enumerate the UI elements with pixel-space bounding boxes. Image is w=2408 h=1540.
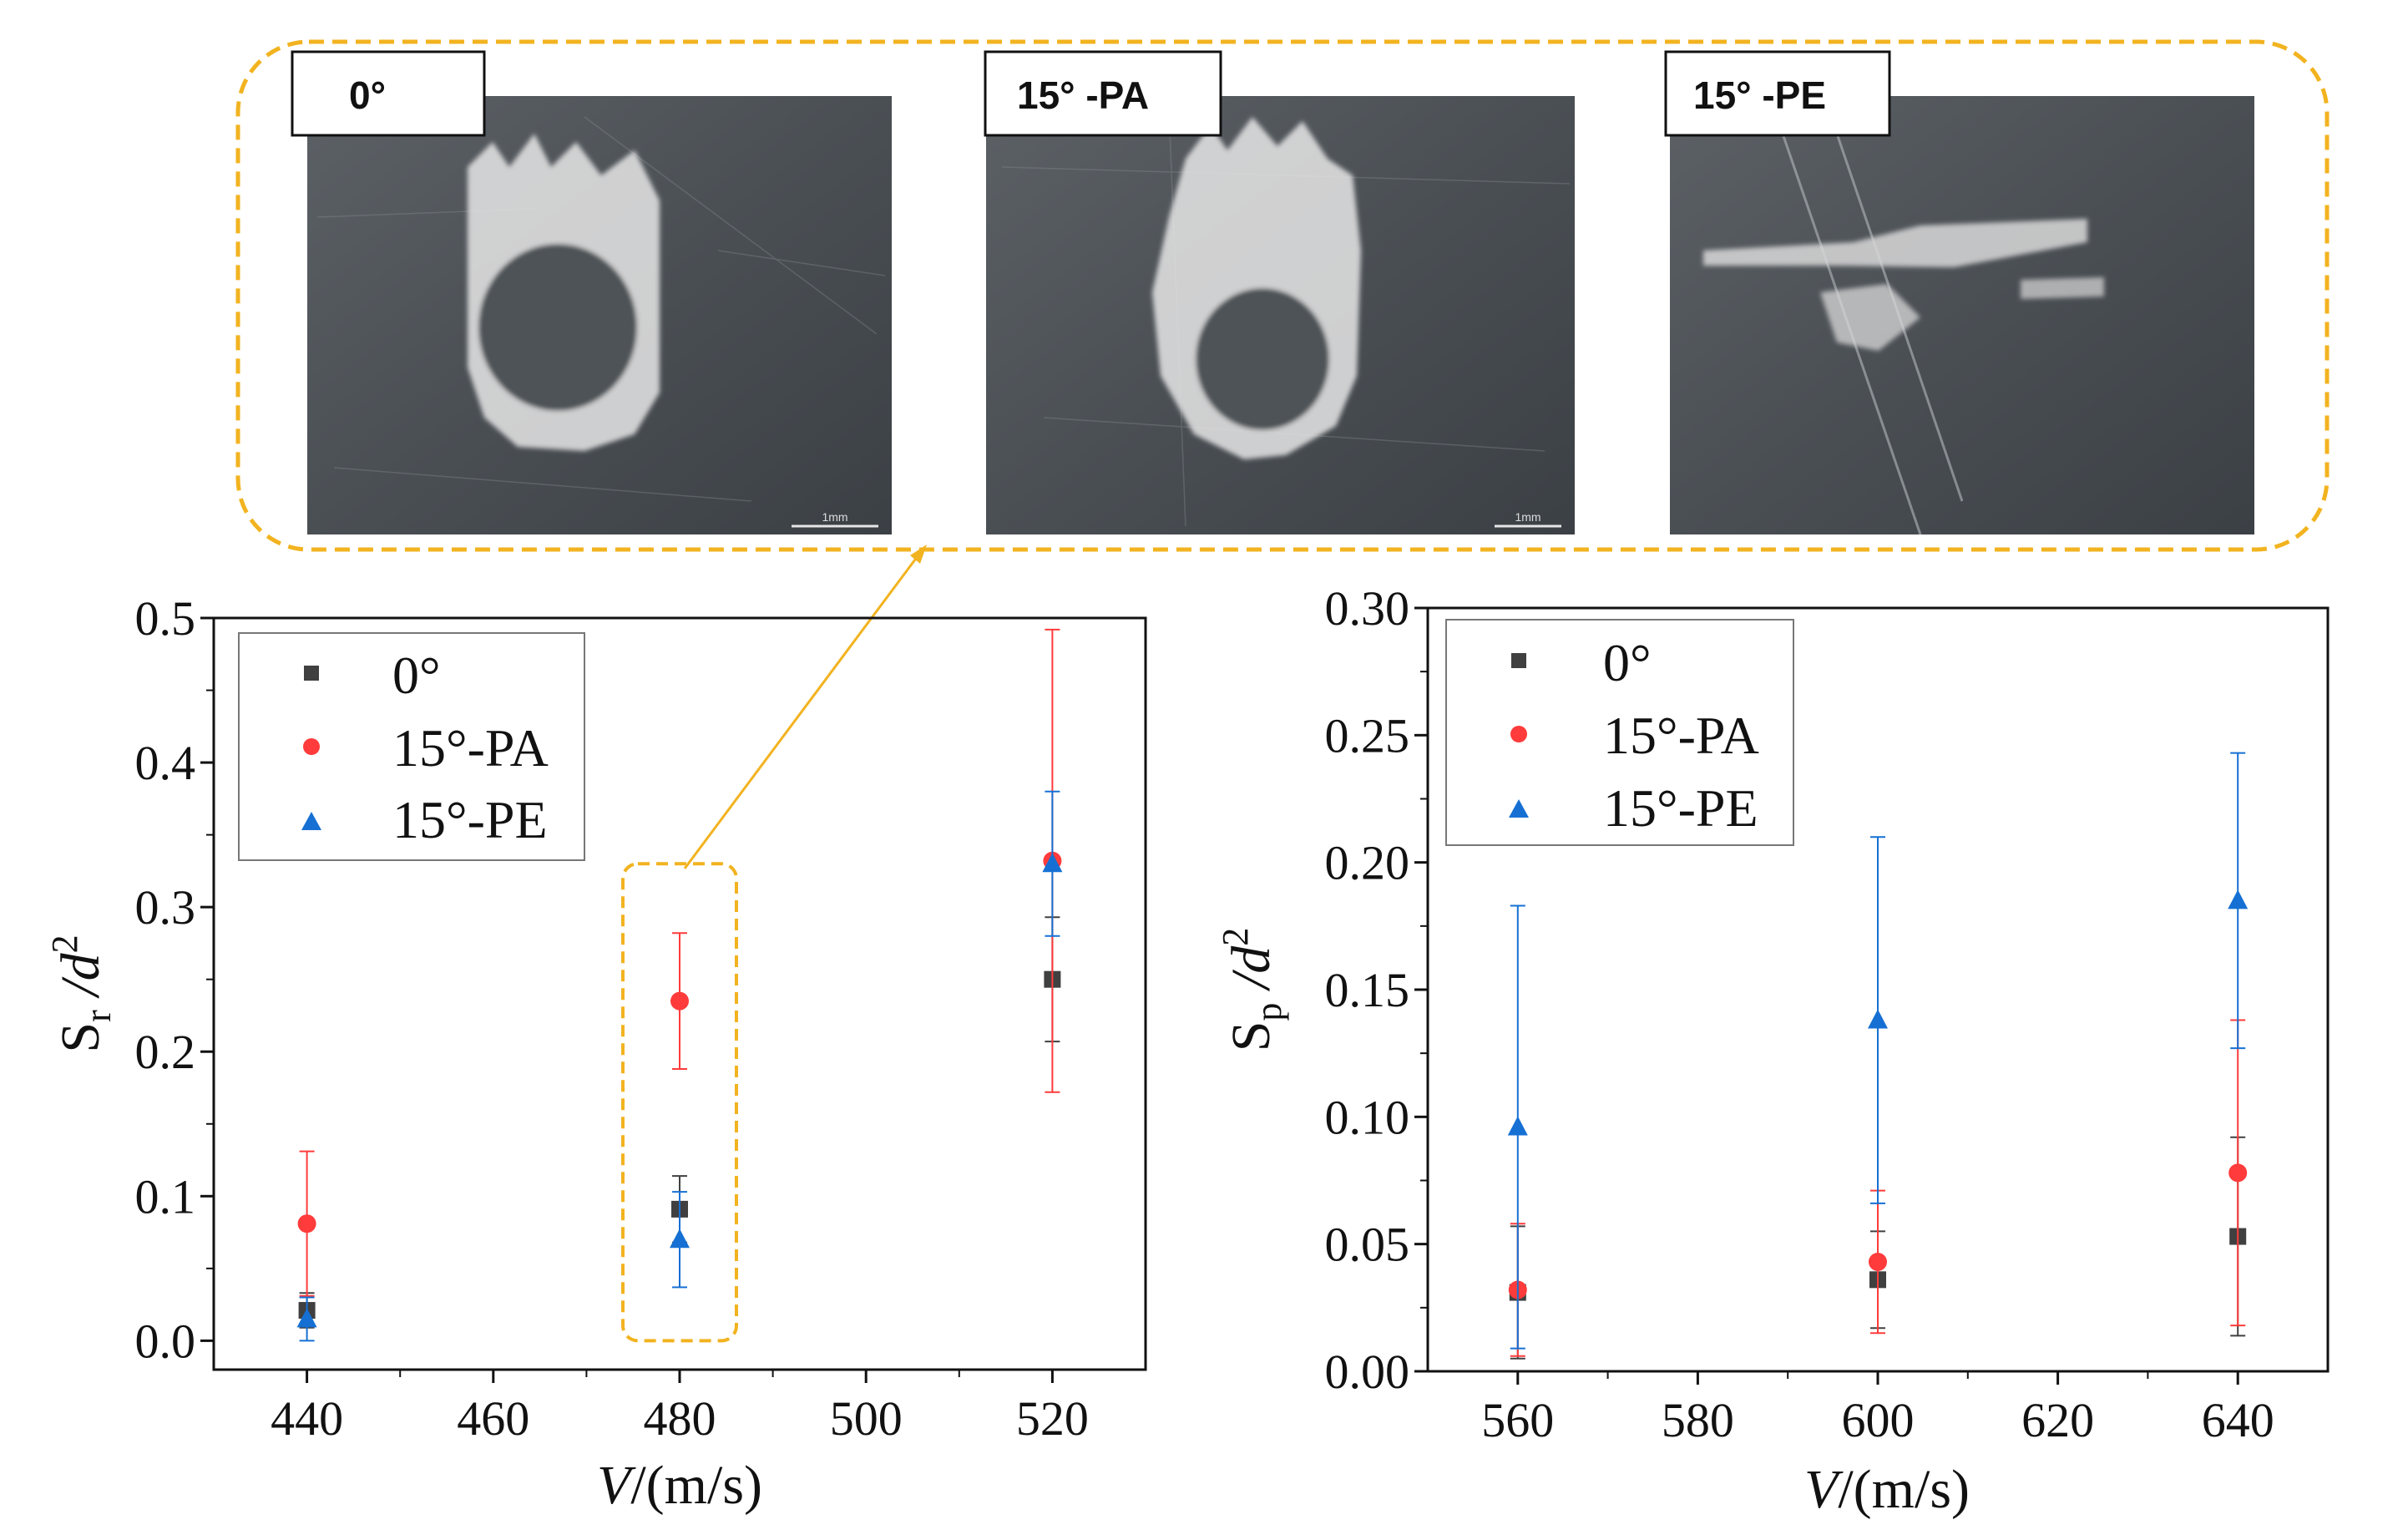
photo-label: 15° -PA [1017, 73, 1149, 117]
photo-label: 15° -PE [1693, 73, 1826, 117]
y-tick-label: 0.5 [135, 591, 196, 646]
data-point [2228, 1163, 2248, 1183]
x-tick-label: 560 [1481, 1393, 1554, 1447]
y-tick-label: 0.1 [135, 1169, 196, 1223]
legend-marker-15deg-pa [303, 738, 320, 755]
y-tick-label: 0.20 [1325, 836, 1410, 890]
x-tick-label: 640 [2202, 1393, 2274, 1447]
y-tick-label: 0.25 [1325, 708, 1410, 762]
x-tick-label: 480 [644, 1391, 716, 1446]
legend-marker-0deg [1511, 653, 1526, 668]
axis-ticks: 440 460 480 500 520 0.0 0.1 0.2 0.3 0.4 0.5 [135, 591, 1089, 1446]
data-point [296, 1308, 317, 1328]
scale-bar: 1mm [1495, 510, 1561, 528]
x-tick-label: 440 [271, 1391, 343, 1446]
x-tick-label: 500 [830, 1391, 903, 1446]
data-point [297, 1214, 316, 1234]
legend-label-15deg-pe: 15°-PE [392, 790, 548, 849]
y-tick-label: 0.05 [1325, 1218, 1410, 1272]
y-tick-label: 0.15 [1325, 963, 1410, 1017]
data-point [1868, 1009, 1888, 1029]
y-tick-label: 0.3 [135, 880, 196, 935]
wear-scar-0deg [468, 134, 660, 451]
legend-marker-15deg-pe [1509, 799, 1529, 818]
x-tick-label: 520 [1016, 1391, 1089, 1446]
x-axis-title: V/(m/s) [1804, 1459, 1970, 1520]
chart-right: 560 580 600 620 640 0.00 0.05 0.10 0.15 0.20 0.25 0… [1215, 581, 2330, 1520]
chart-left: 440 460 480 500 520 0.0 0.1 0.2 0.3 0.4 0.5 0° 15°… [44, 591, 1147, 1516]
legend-label-15deg-pe: 15°-PE [1603, 778, 1758, 838]
wear-scar-15deg-pe [1703, 219, 2104, 351]
legend-label-15deg-pa: 15°-PA [392, 718, 549, 778]
data-marks [296, 628, 1063, 1342]
legend-marker-0deg [304, 666, 319, 681]
legend: 0° 15°-PA 15°-PE [238, 632, 585, 861]
photo-label-box [984, 50, 1222, 137]
x-tick-label: 600 [1842, 1393, 1915, 1447]
y-axis-title: Sp /d2 [1215, 928, 1289, 1052]
photo-label-box [291, 50, 486, 137]
data-point [670, 1228, 690, 1249]
y-tick-label: 0.0 [135, 1314, 196, 1368]
legend-label-0deg: 0° [392, 646, 441, 705]
connector-arrow [683, 545, 927, 869]
x-tick-label: 460 [457, 1391, 529, 1446]
photo-label: 0° [349, 73, 386, 117]
scale-bar: 1mm [792, 510, 878, 528]
data-point [2228, 889, 2249, 909]
data-point [1869, 1252, 1887, 1271]
legend-marker-15deg-pe [301, 812, 321, 830]
y-axis-title: Sr /d2 [44, 935, 119, 1052]
scale-bar-label: 1mm [1515, 510, 1540, 524]
photo-panel-frame [235, 39, 2330, 552]
legend-label-0deg: 0° [1603, 633, 1652, 692]
photo-label-box [1664, 50, 1891, 137]
highlight-group [621, 862, 738, 1343]
scale-bar-label: 1mm [822, 510, 847, 524]
y-tick-label: 0.2 [135, 1025, 196, 1079]
highlight-box [621, 862, 738, 1343]
y-tick-label: 0.10 [1325, 1090, 1410, 1144]
axis-ticks: 560 580 600 620 640 0.00 0.05 0.10 0.15 0.20 0.25 0… [1325, 581, 2274, 1447]
y-tick-label: 0.30 [1325, 581, 1410, 636]
x-tick-label: 580 [1662, 1393, 1734, 1447]
y-tick-label: 0.4 [135, 736, 196, 790]
legend-marker-15deg-pa [1510, 726, 1527, 742]
data-point [1507, 1116, 1528, 1136]
legend-box [1445, 619, 1794, 846]
y-tick-label: 0.00 [1325, 1345, 1410, 1399]
data-point [1042, 853, 1063, 873]
data-marks [1507, 752, 2249, 1360]
legend-label-15deg-pa: 15°-PA [1603, 706, 1759, 765]
photo-15deg-pe: 15° -PE [1664, 50, 2254, 535]
photo-panel: 1mm 0° 1mm 15° -PA [235, 39, 2330, 869]
legend-box [238, 632, 585, 861]
legend: 0° 15°-PA 15°-PE [1445, 619, 1794, 846]
data-point [670, 991, 689, 1011]
photo-0deg: 1mm 0° [291, 50, 892, 534]
wear-scar-15deg-pa [1152, 117, 1361, 459]
photo-15deg-pa: 1mm 15° -PA [984, 50, 1575, 534]
x-axis-title: V/(m/s) [597, 1455, 762, 1516]
x-tick-label: 620 [2021, 1393, 2094, 1447]
